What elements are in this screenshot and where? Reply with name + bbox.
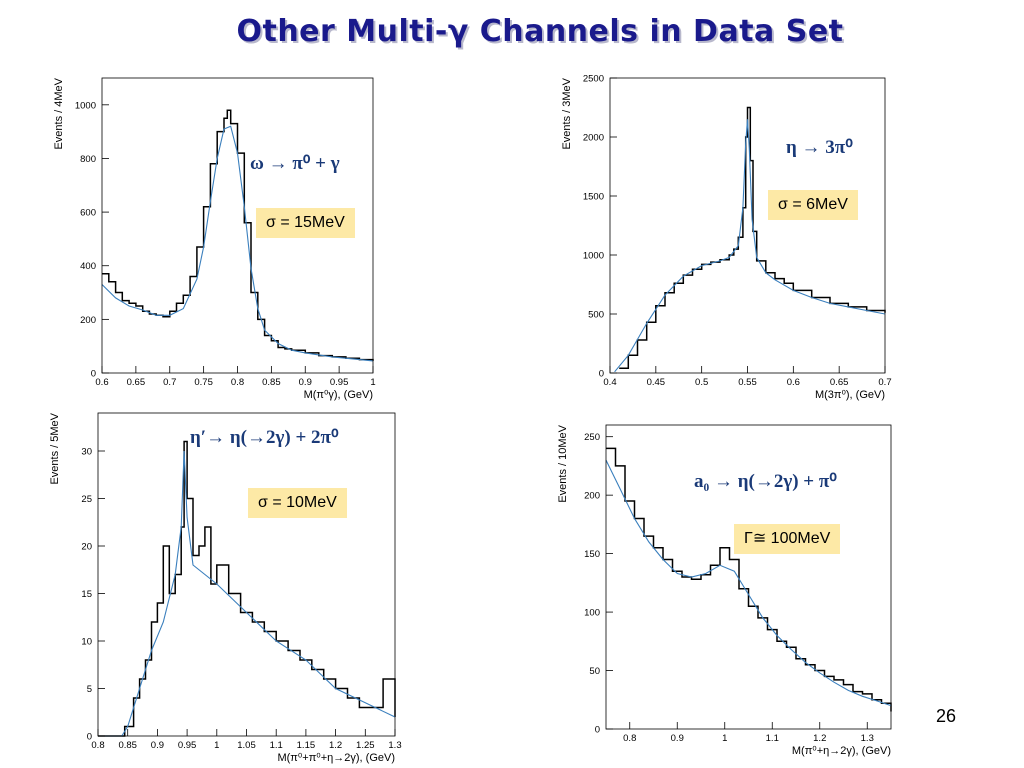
sigma-label-eta: σ = 6MeV (768, 190, 858, 220)
x-tick-label: 0.65 (127, 377, 146, 388)
y-axis-label: Events / 4MeV (53, 77, 65, 149)
y-tick-label: 800 (80, 154, 96, 165)
x-tick-label: 0.6 (95, 377, 108, 388)
y-tick-label: 0 (91, 369, 96, 380)
sigma-label-eta-prime: σ = 10MeV (248, 488, 347, 518)
y-tick-label: 200 (80, 315, 96, 326)
reaction-label-omega: ω → π⁰ + γ (250, 153, 340, 174)
x-tick-label: 1 (370, 377, 375, 388)
x-tick-label: 0.85 (262, 377, 281, 388)
y-tick-label: 400 (80, 261, 96, 272)
slide-title: Other Multi-γ Channels in Data Set (236, 14, 844, 49)
fit-curve (101, 125, 374, 362)
x-tick-label: 0.75 (194, 377, 213, 388)
y-tick-label: 1000 (75, 100, 96, 111)
sigma-label-a0: Γ≅ 100MeV (734, 524, 841, 554)
page-number: 26 (936, 706, 957, 726)
x-tick-label: 0.95 (330, 377, 349, 388)
reaction-label-a0: a₀ → η(→2γ) + π⁰ (694, 471, 837, 492)
x-tick-label: 0.8 (231, 377, 244, 388)
x-tick-label: 0.9 (299, 377, 312, 388)
sigma-label-omega: σ = 15MeV (256, 208, 355, 238)
x-tick-label: 0.7 (163, 377, 176, 388)
reaction-label-eta-prime: η′→ η(→2γ) + 2π⁰ (190, 427, 339, 448)
x-axis-label: M(π⁰γ), (GeV) (304, 389, 373, 401)
reaction-label-eta: η → 3π⁰ (786, 137, 853, 158)
y-tick-label: 600 (80, 208, 96, 219)
